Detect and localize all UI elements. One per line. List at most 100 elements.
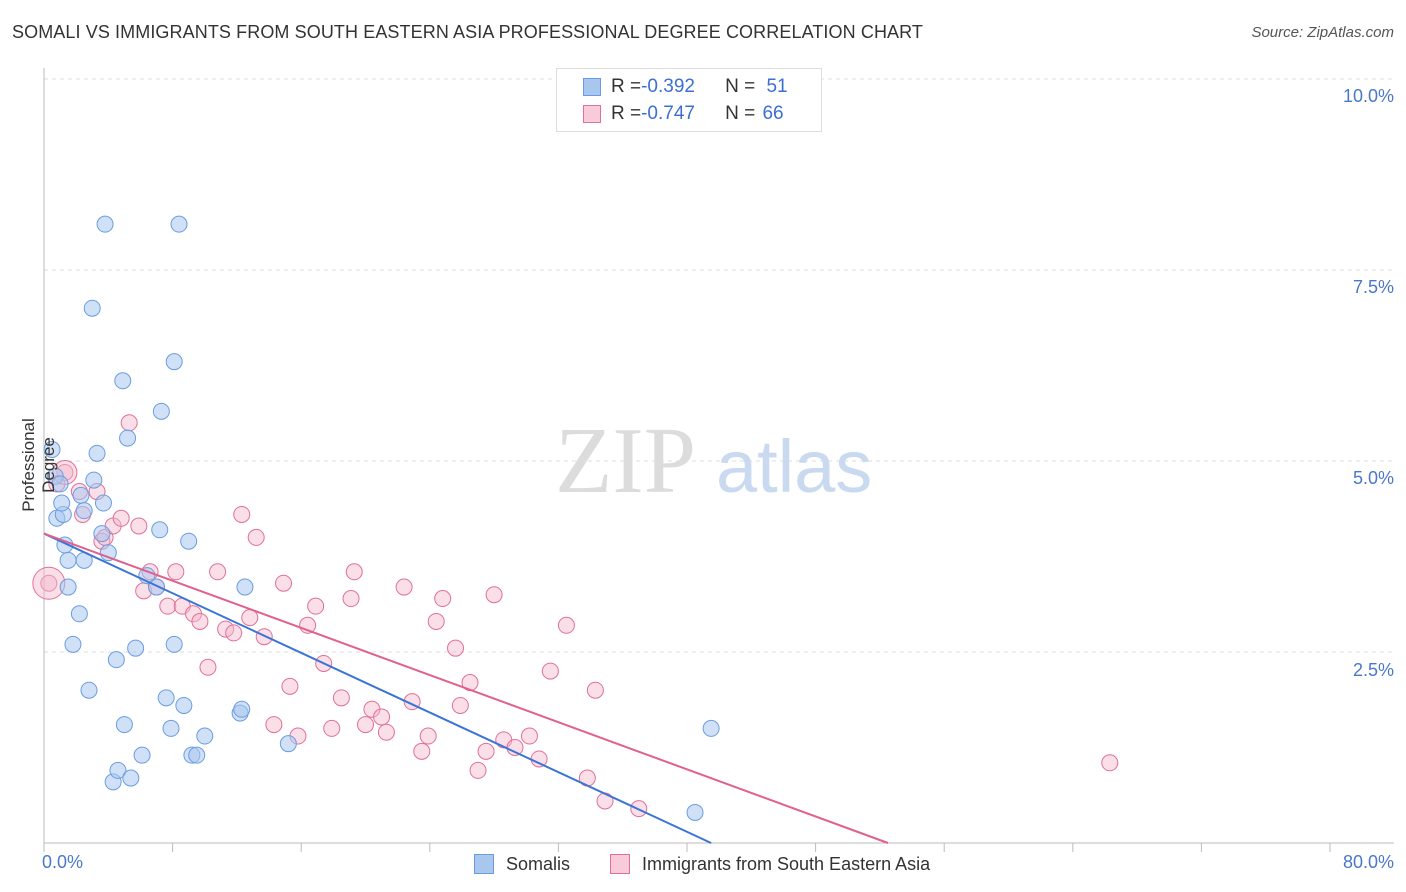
immigrants-point — [377, 723, 395, 741]
immigrants-point — [469, 761, 487, 779]
immigrants-point — [413, 742, 431, 760]
somalis-point — [148, 578, 166, 596]
immigrants-point — [191, 612, 209, 630]
somalis-point — [119, 429, 137, 447]
immigrants-point — [112, 509, 130, 527]
somalis-point — [83, 299, 101, 317]
immigrants-point — [345, 563, 363, 581]
immigrants-point — [199, 658, 217, 676]
immigrants-point — [225, 624, 243, 642]
somalis-point — [51, 475, 69, 493]
somalis-point — [702, 719, 720, 737]
immigrants-point — [120, 414, 138, 432]
somalis-point — [127, 639, 145, 657]
somalis-trend-line — [43, 532, 712, 844]
legend-label: Somalis — [506, 853, 571, 874]
immigrants-point — [373, 708, 391, 726]
somalis-point — [64, 635, 82, 653]
immigrants-point — [307, 597, 325, 615]
pink-swatch-icon — [583, 105, 601, 123]
somalis-point — [279, 735, 297, 753]
trend-lines — [43, 532, 889, 844]
n-label: N = — [725, 76, 761, 97]
somalis-point — [96, 215, 114, 233]
immigrants-point — [323, 719, 341, 737]
immigrants-point — [342, 590, 360, 608]
immigrants-point — [233, 505, 251, 523]
blue-swatch-icon — [474, 854, 494, 874]
watermark-atlas: atlas — [716, 425, 872, 508]
somalis-point — [115, 716, 133, 734]
somalis-points — [43, 215, 720, 821]
somalis-point — [170, 215, 188, 233]
somalis-point — [236, 578, 254, 596]
somalis-point — [85, 471, 103, 489]
y-tick-label: 2.5% — [1352, 660, 1394, 680]
somalis-point — [72, 486, 90, 504]
immigrants-point — [434, 590, 452, 608]
axes — [43, 68, 1394, 852]
immigrants-point — [541, 662, 559, 680]
immigrants-point — [477, 742, 495, 760]
somalis-point — [70, 605, 88, 623]
immigrants-point — [419, 727, 437, 745]
legend-row-immigrants: R = -0.747 N = 66 — [583, 101, 784, 127]
immigrants-point — [332, 689, 350, 707]
legend-item-somalis: Somalis — [474, 852, 570, 876]
immigrants-point — [275, 574, 293, 592]
immigrants-point — [40, 574, 58, 592]
immigrants-point — [395, 578, 413, 596]
y-axis-label: Professional Degree — [19, 418, 58, 512]
immigrants-point — [265, 716, 283, 734]
r-value: -0.747 — [641, 103, 695, 124]
somalis-point — [122, 769, 140, 787]
immigrants-point — [447, 639, 465, 657]
immigrants-point — [247, 528, 265, 546]
somalis-point — [180, 532, 198, 550]
immigrants-point — [167, 563, 185, 581]
immigrants-point-large — [32, 566, 66, 600]
somalis-point — [165, 353, 183, 371]
immigrants-point — [281, 677, 299, 695]
immigrants-trend-line — [43, 532, 889, 844]
correlation-legend: R = -0.392 N = 51 R = -0.747 N = 66 — [556, 68, 822, 132]
somalis-point — [188, 746, 206, 764]
n-value: 51 — [766, 76, 788, 97]
immigrants-point — [1101, 754, 1119, 772]
immigrants-point — [520, 727, 538, 745]
y-tick-label: 10.0% — [1342, 86, 1394, 106]
somalis-point — [162, 719, 180, 737]
legend-label: Immigrants from South Eastern Asia — [642, 853, 931, 874]
pink-swatch-icon — [610, 854, 630, 874]
r-label: R = — [611, 76, 642, 97]
chart-title: SOMALI VS IMMIGRANTS FROM SOUTH EASTERN … — [12, 22, 924, 42]
somalis-point — [157, 689, 175, 707]
gridlines — [44, 78, 1394, 653]
somalis-point — [686, 803, 704, 821]
somalis-point — [75, 502, 93, 520]
somalis-point — [59, 551, 77, 569]
somalis-point — [109, 761, 127, 779]
immigrants-point — [209, 563, 227, 581]
somalis-point — [53, 494, 71, 512]
immigrants-point — [130, 517, 148, 535]
n-value: 66 — [762, 103, 784, 124]
y-tick-label: 7.5% — [1352, 277, 1394, 297]
source-label: Source: ZipAtlas.com — [1251, 24, 1394, 41]
x-tick-label: 0.0% — [42, 852, 84, 872]
somalis-point — [133, 746, 151, 764]
r-label: R = — [611, 103, 642, 124]
watermark: ZIP atlas — [555, 409, 872, 513]
y-tick-label: 5.0% — [1352, 468, 1394, 488]
somalis-point — [175, 696, 193, 714]
legend-item-immigrants: Immigrants from South Eastern Asia — [610, 852, 930, 876]
immigrants-point — [530, 750, 548, 768]
immigrants-point — [557, 616, 575, 634]
blue-swatch-icon — [583, 78, 601, 96]
immigrants-point — [485, 586, 503, 604]
immigrants-point — [586, 681, 604, 699]
somalis-point — [43, 441, 61, 459]
somalis-point — [196, 727, 214, 745]
watermark-zip: ZIP — [555, 409, 696, 513]
somalis-point — [93, 525, 111, 543]
